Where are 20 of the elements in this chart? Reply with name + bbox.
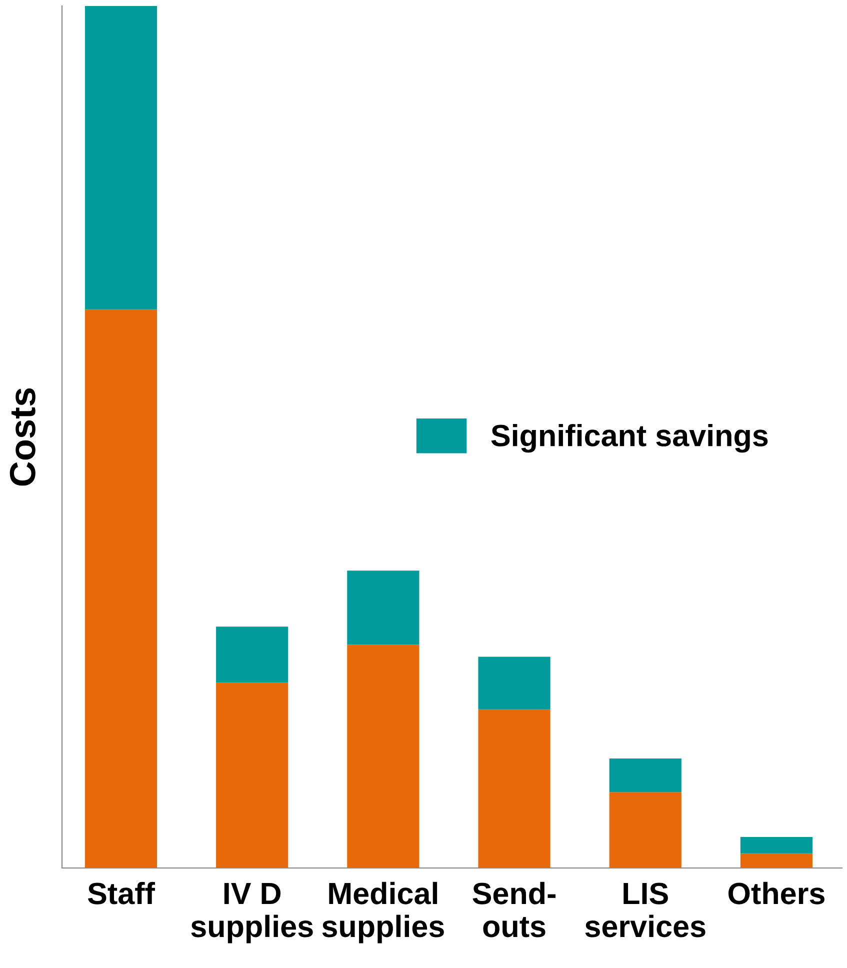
x-tick-label: Others	[728, 882, 824, 904]
bar	[609, 758, 682, 792]
bar	[478, 709, 550, 868]
bar	[740, 853, 813, 868]
x-tick-label: Send- outs	[472, 882, 556, 938]
bar	[609, 792, 682, 868]
x-tick-label: IV D supplies	[191, 883, 313, 944]
bar	[216, 626, 288, 683]
y-axis-title: Costs	[10, 388, 36, 486]
bar	[478, 656, 550, 710]
x-tick-label: Medical supplies	[322, 882, 444, 944]
legend-label: Significant savings	[491, 424, 768, 453]
bar	[740, 836, 813, 854]
bar	[347, 570, 420, 645]
bar	[347, 644, 420, 868]
bar	[84, 309, 158, 868]
x-tick-label: Staff	[88, 882, 156, 904]
x-tick-label: LIS services	[585, 882, 706, 938]
bar	[216, 682, 288, 868]
bar	[84, 6, 158, 310]
